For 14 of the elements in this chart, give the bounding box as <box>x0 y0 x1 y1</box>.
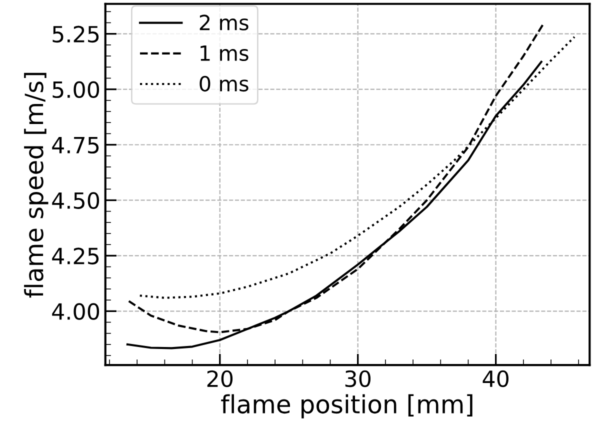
y-axis-title: flame speed [m/s] <box>24 72 48 298</box>
x-tick-label: 40 <box>482 370 508 388</box>
y-tick-label: 5.25 <box>52 26 99 43</box>
legend-label: 2 ms <box>200 14 248 30</box>
legend-label: 0 ms <box>200 76 248 92</box>
y-tick-label: 4.50 <box>52 192 100 209</box>
y-tick-label: 4.25 <box>52 248 99 264</box>
y-tick-label: 4.75 <box>52 136 99 154</box>
y-tick-label: 4.00 <box>52 303 100 320</box>
x-tick-label: 30 <box>345 370 371 388</box>
y-tick-label: 5.00 <box>52 81 100 98</box>
x-axis-title: flame position [mm] <box>221 394 472 418</box>
legend-label: 1 ms <box>200 46 248 61</box>
x-tick-label: 20 <box>207 370 233 388</box>
